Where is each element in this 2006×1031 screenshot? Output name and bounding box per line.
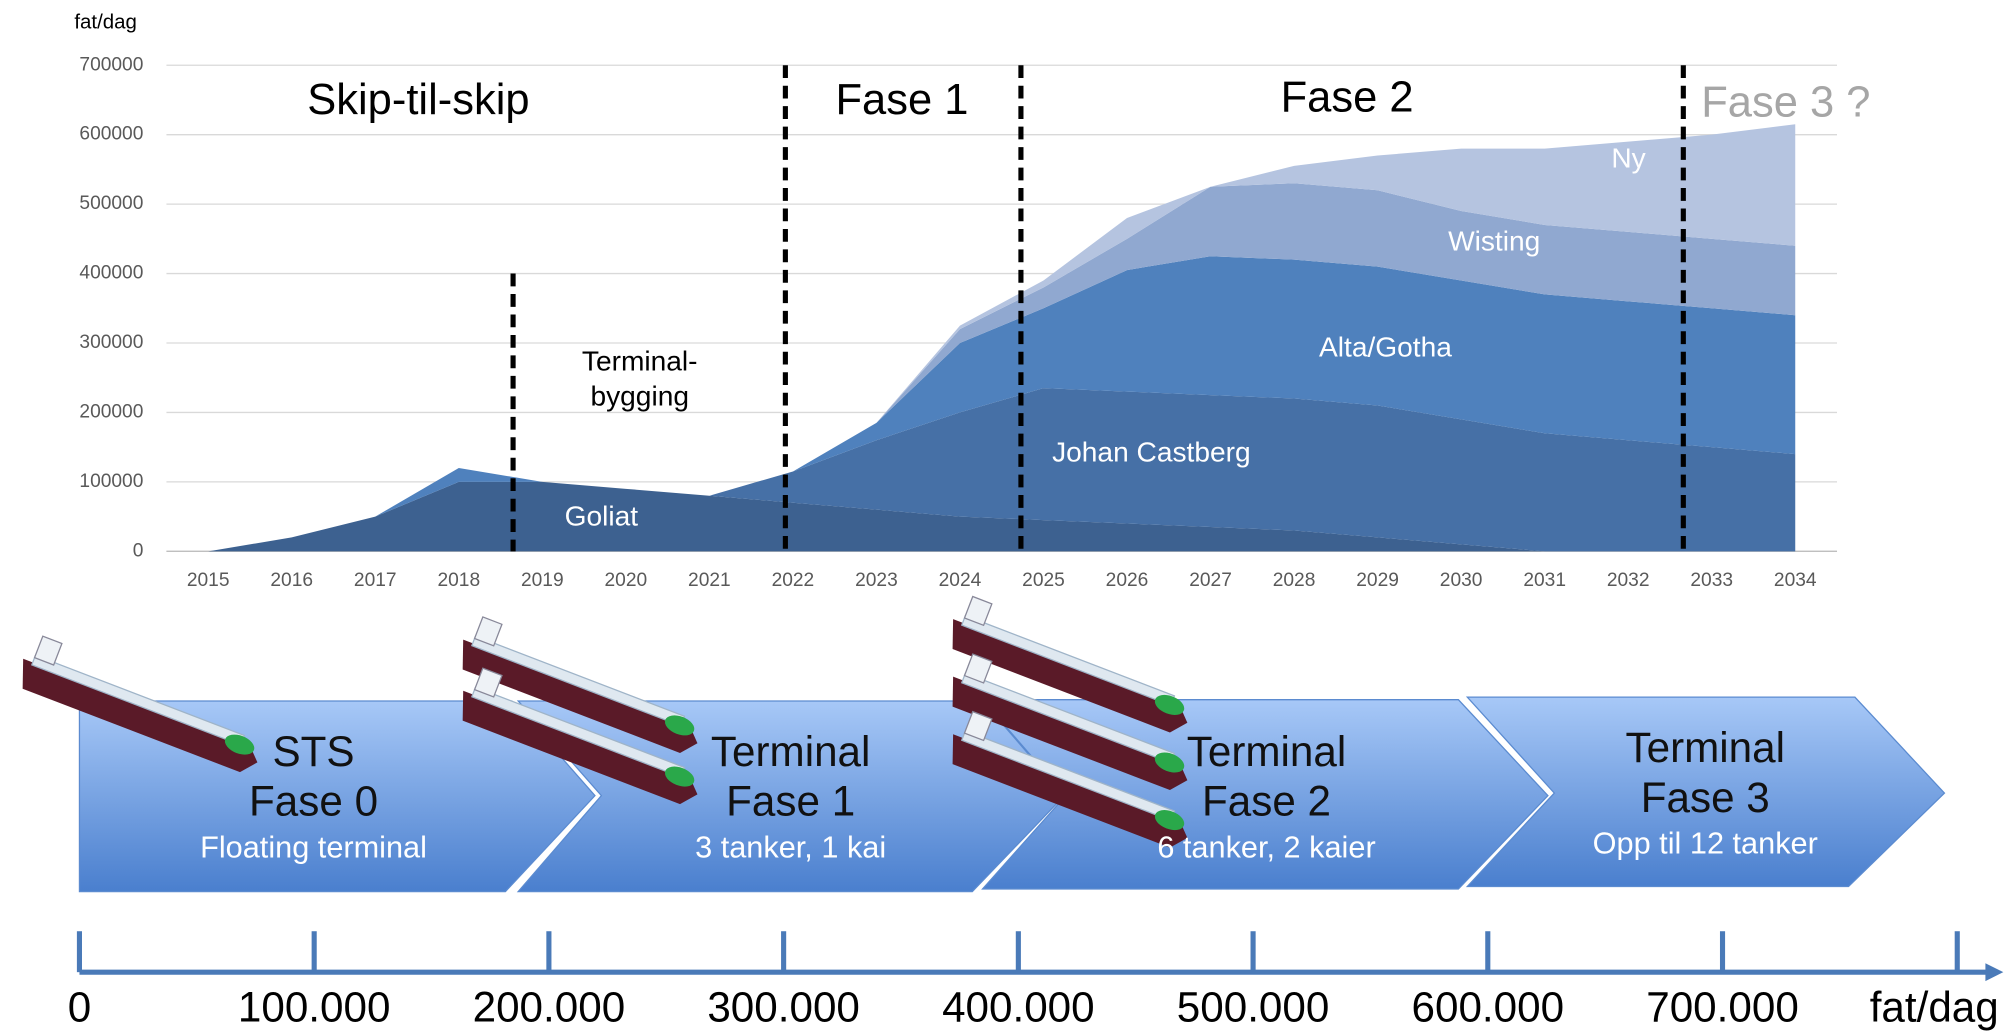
y-tick-label: 0 <box>133 540 144 561</box>
annotation: bygging <box>590 380 689 411</box>
x-tick-label: 2023 <box>855 570 898 591</box>
phase-title: Terminal <box>1187 728 1346 775</box>
series-label: Alta/Gotha <box>1319 332 1452 363</box>
series-label: Wisting <box>1448 225 1540 256</box>
annotation: Fase 2 <box>1281 73 1414 121</box>
y-tick-label: 200000 <box>79 401 143 422</box>
phase-title: Fase 1 <box>726 778 855 825</box>
x-tick-label: 2034 <box>1774 570 1817 591</box>
axis-tick-label: 300.000 <box>707 984 860 1031</box>
annotation: Terminal- <box>582 346 698 377</box>
x-tick-label: 2021 <box>688 570 731 591</box>
axis-arrowhead <box>1985 963 2003 981</box>
x-tick-label: 2015 <box>187 570 230 591</box>
x-tick-label: 2033 <box>1690 570 1733 591</box>
axis-unit: fat/dag <box>1870 984 1999 1031</box>
annotation: Fase 3 ? <box>1701 78 1870 126</box>
x-tick-label: 2026 <box>1106 570 1149 591</box>
series-label: Johan Castberg <box>1052 437 1251 468</box>
phase-title: Fase 0 <box>249 778 378 825</box>
phase-subtitle: Opp til 12 tanker <box>1593 826 1818 861</box>
y-tick-label: 100000 <box>79 471 143 492</box>
x-tick-label: 2027 <box>1189 570 1232 591</box>
x-tick-label: 2029 <box>1356 570 1399 591</box>
annotation: Skip-til-skip <box>307 76 529 124</box>
y-axis-title: fat/dag <box>74 10 137 33</box>
y-tick-label: 600000 <box>79 124 143 145</box>
axis-tick-label: 700.000 <box>1646 984 1799 1031</box>
phase-title: Terminal <box>1626 724 1785 771</box>
x-tick-label: 2019 <box>521 570 564 591</box>
axis-tick-label: 600.000 <box>1412 984 1565 1031</box>
x-tick-label: 2016 <box>270 570 313 591</box>
x-tick-label: 2022 <box>772 570 815 591</box>
axis-tick-label: 100.000 <box>238 984 391 1031</box>
axis-tick-label: 400.000 <box>942 984 1095 1031</box>
x-tick-label: 2024 <box>939 570 982 591</box>
area-chart: fat/dag 0 100000 200000 300000 400000 500000 60… <box>74 10 1870 590</box>
axis-tick-label: 0 <box>68 984 91 1031</box>
y-tick-label: 700000 <box>79 54 143 75</box>
x-tick-label: 2025 <box>1022 570 1065 591</box>
phase-subtitle: Floating terminal <box>200 829 427 864</box>
x-tick-label: 2032 <box>1607 570 1650 591</box>
x-tick-label: 2030 <box>1440 570 1483 591</box>
y-tick-label: 500000 <box>79 193 143 214</box>
phase-title: Fase 3 <box>1641 774 1770 821</box>
y-tick-label: 300000 <box>79 332 143 353</box>
x-tick-label: 2031 <box>1523 570 1566 591</box>
phase-title: Terminal <box>711 728 870 775</box>
annotation: Fase 1 <box>835 76 968 124</box>
axis-tick-label: 500.000 <box>1177 984 1330 1031</box>
x-tick-label: 2020 <box>605 570 648 591</box>
phase-subtitle: 3 tanker, 1 kai <box>695 829 886 864</box>
phase-title: Fase 2 <box>1202 778 1331 825</box>
axis-tick-label: 200.000 <box>473 984 626 1031</box>
page: fat/dag 0 100000 200000 300000 400000 500000 60… <box>0 0 2006 1031</box>
x-tick-label: 2017 <box>354 570 397 591</box>
x-tick-label: 2018 <box>437 570 480 591</box>
series-label: Ny <box>1611 142 1645 173</box>
y-tick-label: 400000 <box>79 263 143 284</box>
phase-title: STS <box>272 728 354 775</box>
phase-subtitle: 6 tanker, 2 kaier <box>1157 829 1375 864</box>
series-label: Goliat <box>565 500 639 531</box>
x-tick-label: 2028 <box>1273 570 1316 591</box>
